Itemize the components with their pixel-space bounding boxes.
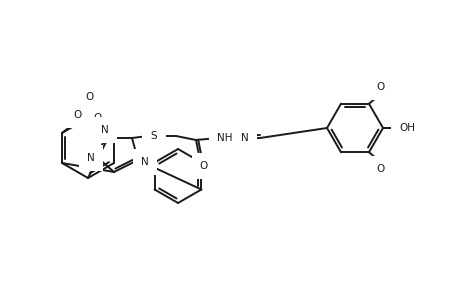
Text: O: O bbox=[94, 113, 102, 123]
Text: NH: NH bbox=[217, 133, 232, 143]
Text: S: S bbox=[151, 131, 157, 141]
Text: O: O bbox=[376, 164, 384, 174]
Text: N: N bbox=[87, 153, 95, 163]
Text: O: O bbox=[86, 92, 94, 102]
Text: N: N bbox=[141, 157, 149, 167]
Text: N: N bbox=[101, 125, 109, 135]
Text: O: O bbox=[376, 82, 384, 92]
Text: OH: OH bbox=[398, 123, 414, 133]
Text: N: N bbox=[241, 133, 248, 143]
Text: O: O bbox=[200, 161, 207, 171]
Text: O: O bbox=[73, 110, 81, 120]
